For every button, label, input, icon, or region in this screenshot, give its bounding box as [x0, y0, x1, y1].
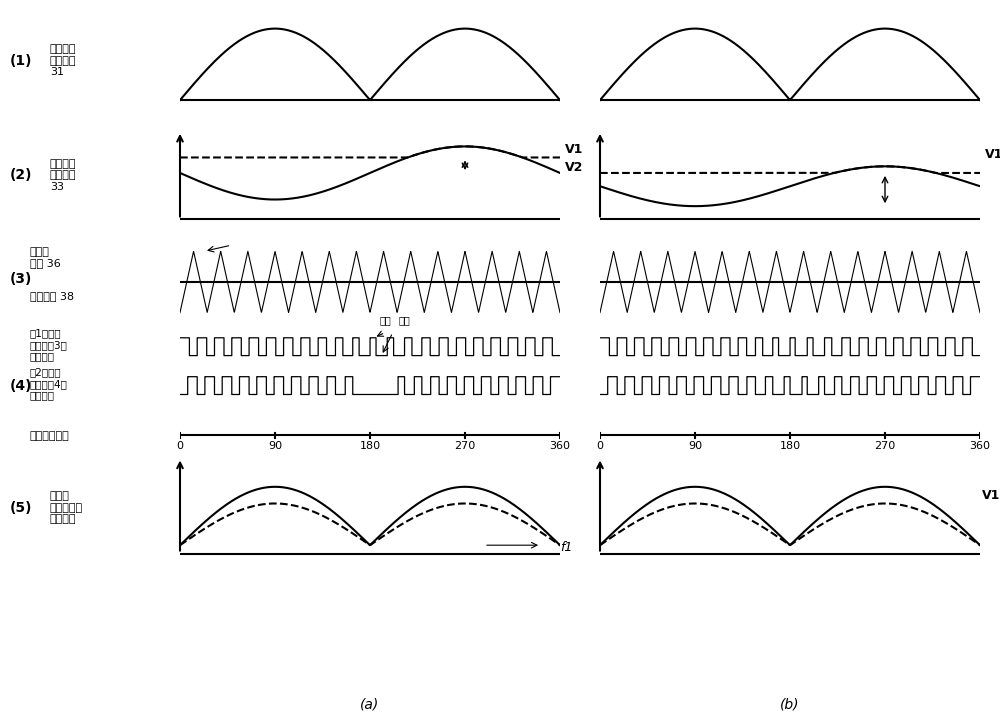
Text: 0: 0: [597, 441, 604, 451]
Text: 360: 360: [550, 441, 570, 451]
Text: 270: 270: [874, 441, 896, 451]
Text: (a): (a): [360, 697, 380, 711]
Text: 360: 360: [970, 441, 991, 451]
Text: 90: 90: [268, 441, 282, 451]
Text: (2): (2): [10, 168, 32, 182]
Text: 电源电压
波形信号
31: 电源电压 波形信号 31: [50, 44, 76, 77]
Text: (5): (5): [10, 500, 32, 515]
Text: (1): (1): [10, 54, 32, 68]
Text: V11: V11: [982, 489, 1000, 502]
Text: 180: 180: [359, 441, 381, 451]
Text: 三角波
载波 36: 三角波 载波 36: [30, 247, 61, 268]
Text: 断开: 断开: [398, 315, 410, 325]
Text: V1: V1: [565, 143, 583, 156]
Text: 限幅信号 38: 限幅信号 38: [30, 291, 74, 301]
Text: 90: 90: [688, 441, 702, 451]
Text: 开关频率
控制信号
33: 开关频率 控制信号 33: [50, 159, 76, 192]
Text: 第1半导体
开关元件3的
驱动信号: 第1半导体 开关元件3的 驱动信号: [30, 328, 68, 362]
Text: (3): (3): [10, 272, 32, 286]
Text: 交流电源相位: 交流电源相位: [30, 431, 70, 441]
Text: f1: f1: [560, 541, 572, 553]
Text: (b): (b): [780, 697, 800, 711]
Text: 0: 0: [176, 441, 184, 451]
Text: V11: V11: [985, 148, 1000, 161]
Text: 180: 180: [779, 441, 801, 451]
Text: (4): (4): [10, 379, 32, 393]
Text: 270: 270: [454, 441, 476, 451]
Text: 接通: 接通: [379, 315, 391, 325]
Text: 半导体
开关元件的
开关频率: 半导体 开关元件的 开关频率: [50, 491, 83, 524]
Text: V2: V2: [565, 162, 583, 174]
Text: 第2半导体
开关元件4的
驱动信号: 第2半导体 开关元件4的 驱动信号: [30, 368, 68, 400]
